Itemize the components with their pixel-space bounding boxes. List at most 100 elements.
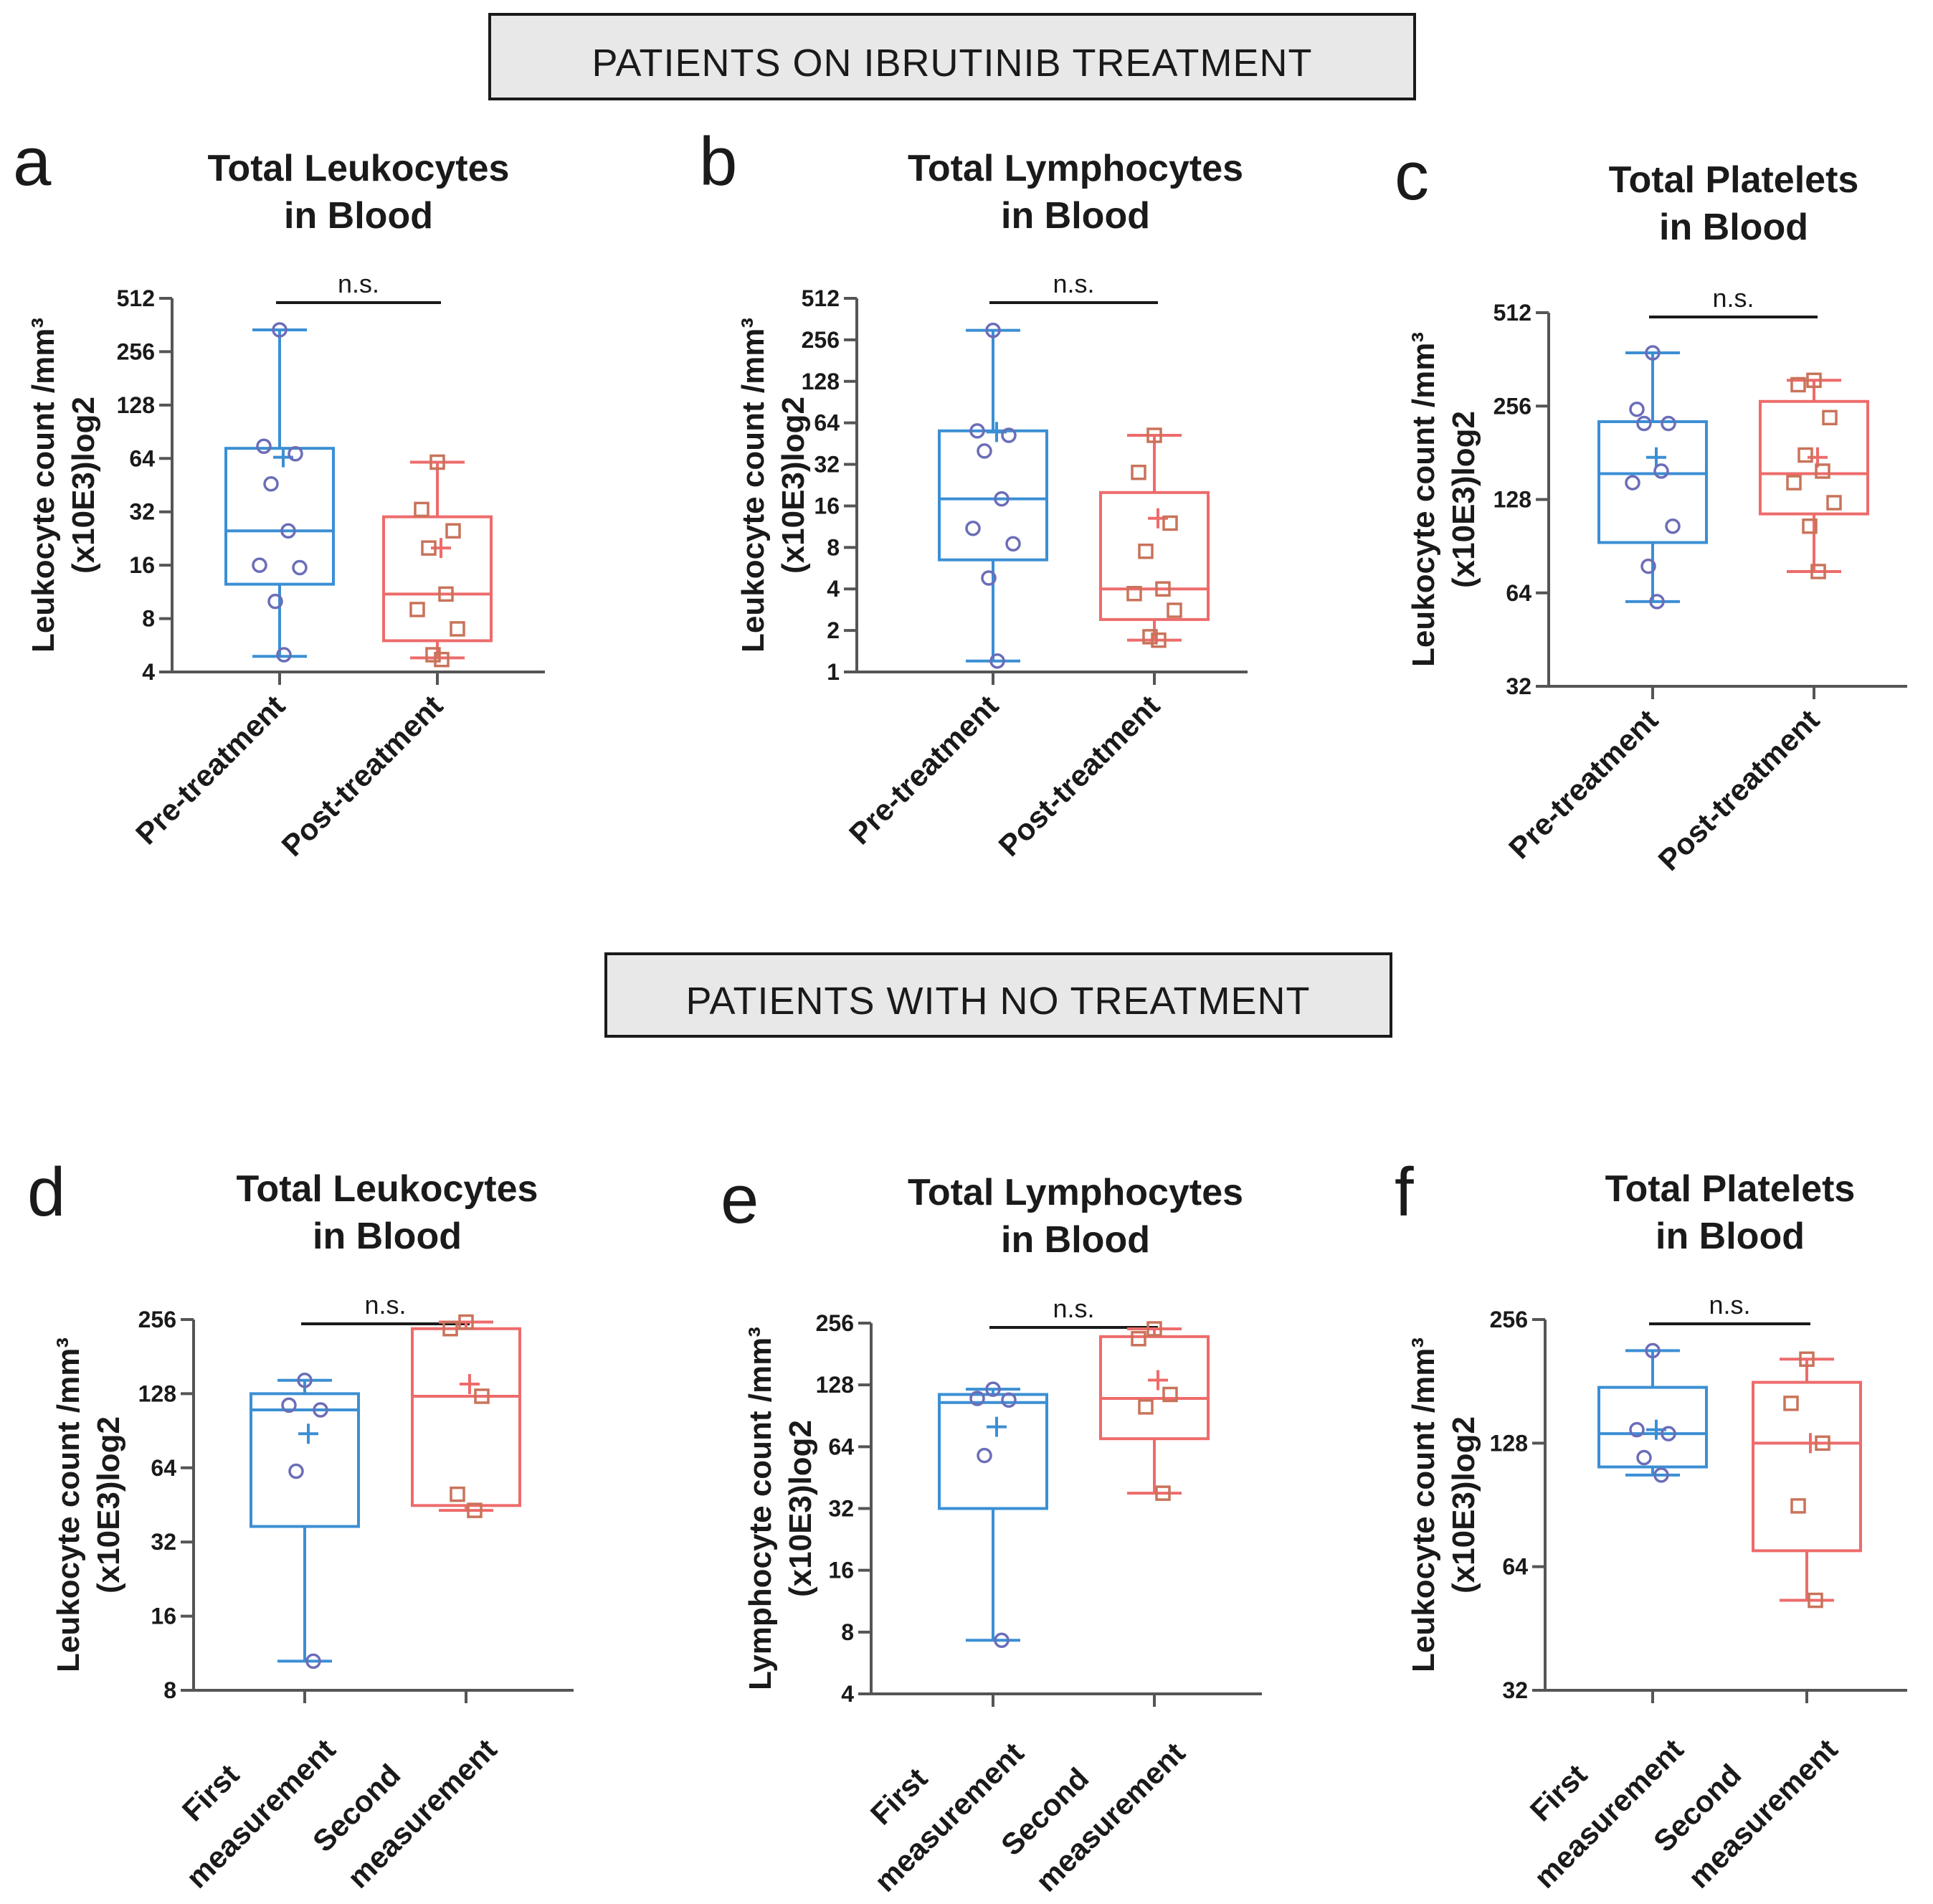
data-point (467, 1502, 483, 1518)
data-point (434, 651, 450, 668)
x-category-label-line: Pre-treatment (1502, 703, 1664, 865)
box-iqr (1099, 1335, 1210, 1441)
panel-c: c Total Platelets in Blood 32 64 128 256 512 Leu… (1395, 138, 1907, 877)
data-point (1126, 585, 1142, 602)
y-axis-title-line: Leukocyte count /mm³ (736, 318, 771, 653)
y-axis-title-line: (x10E3)log2 (66, 397, 101, 574)
panel-title-line: in Blood (1659, 207, 1808, 248)
box-group1 (938, 322, 1048, 669)
y-axis-title: Lymphocyte count /mm³ (x10E3)log2 (743, 1327, 818, 1690)
box-group1 (938, 1381, 1048, 1648)
banner-box (488, 13, 1416, 100)
panel-letter: e (721, 1161, 759, 1238)
box-iqr (1752, 1380, 1862, 1553)
y-axis-title-line: (x10E3)log2 (91, 1416, 126, 1593)
data-point (994, 1632, 1010, 1648)
y-tick-label: 16 (828, 1558, 854, 1583)
y-tick-label: 32 (129, 499, 155, 525)
y-tick-label: 128 (802, 369, 840, 394)
data-point (1162, 515, 1178, 531)
panel-title-line: in Blood (1001, 195, 1150, 237)
data-point (1146, 427, 1162, 443)
data-point (267, 593, 283, 610)
data-point (1636, 415, 1652, 432)
y-tick-label: 128 (1493, 487, 1531, 513)
x-category-label-line: Pre-treatment (129, 688, 291, 851)
data-point (1802, 518, 1818, 534)
y-axis-title-line: Leukocyte count /mm³ (1406, 1337, 1441, 1672)
data-point (1155, 1485, 1171, 1501)
y-tick-label: 64 (129, 445, 155, 471)
x-category-label: Secondmeasurement (1646, 1697, 1844, 1895)
y-tick-label: 16 (151, 1604, 176, 1629)
data-point (989, 653, 1005, 669)
data-point (409, 602, 425, 617)
data-point (1146, 1321, 1162, 1337)
box-iqr (250, 1392, 360, 1528)
box-iqr (411, 1327, 521, 1507)
y-axis-title-line: Leukocyte count /mm³ (51, 1337, 86, 1672)
panel-d: d Total Leukocytes in Blood 8 16 32 64 128 256 Le… (27, 1154, 574, 1895)
y-tick-label: 128 (138, 1380, 176, 1406)
y-tick-label: 4 (827, 576, 840, 602)
data-point (1786, 475, 1802, 491)
data-point (1810, 564, 1826, 579)
data-point (276, 647, 292, 663)
y-tick-label: 32 (1506, 673, 1531, 699)
box-iqr (1759, 399, 1869, 516)
data-point (1661, 415, 1676, 432)
x-category-label: Post-treatment (992, 688, 1167, 863)
banner-ibrutinib: PATIENTS ON IBRUTINIB TREATMENT (488, 13, 1416, 100)
y-tick-label: 256 (138, 1307, 176, 1332)
data-point (985, 322, 1001, 338)
x-category-label: Pre-treatment (842, 688, 1005, 851)
data-point (288, 1463, 304, 1479)
y-tick-label: 512 (802, 285, 840, 311)
box-iqr (1597, 1386, 1708, 1469)
y-tick-label: 8 (163, 1677, 176, 1703)
y-tick-label: 128 (1490, 1430, 1528, 1456)
y-tick-label: 128 (117, 392, 155, 418)
data-point (1001, 1392, 1017, 1408)
x-category-label: Post-treatment (275, 688, 450, 863)
data-point (1649, 594, 1665, 610)
banner-title: PATIENTS WITH NO TREATMENT (686, 980, 1311, 1023)
significance-label: n.s. (1053, 269, 1094, 298)
box-group1 (250, 1373, 360, 1669)
y-tick-label: 64 (1502, 1554, 1528, 1580)
panel-title-line: in Blood (313, 1216, 462, 1257)
y-tick-label: 64 (151, 1455, 176, 1481)
data-point (1645, 345, 1661, 361)
y-tick-label: 32 (151, 1529, 176, 1555)
y-axis-title: Leukocyte count /mm³ (x10E3)log2 (1406, 332, 1481, 667)
data-point (1142, 629, 1158, 645)
box-group1 (1597, 345, 1708, 610)
x-category-label: Firstmeasurement (832, 1700, 1030, 1898)
data-point (965, 520, 981, 536)
y-tick-label: 256 (117, 338, 155, 364)
significance-label: n.s. (1053, 1294, 1094, 1323)
data-point (281, 1397, 297, 1413)
panel-letter: f (1395, 1154, 1414, 1231)
data-point (1645, 1342, 1661, 1359)
data-point (292, 559, 308, 576)
data-point (414, 501, 429, 518)
y-tick-label: 8 (827, 534, 840, 560)
box-group2 (411, 1314, 521, 1518)
y-tick-label: 64 (814, 410, 840, 436)
y-tick-label: 8 (142, 606, 155, 632)
y-tick-label: 4 (142, 659, 155, 685)
data-point (1625, 475, 1640, 491)
data-point (1653, 1467, 1669, 1483)
significance-label: n.s. (1712, 283, 1754, 313)
data-point (1826, 495, 1842, 511)
y-tick-label: 512 (117, 285, 155, 311)
y-tick-label: 4 (841, 1681, 854, 1707)
data-point (450, 621, 465, 637)
panel-letter: d (27, 1154, 65, 1231)
data-point (288, 446, 303, 462)
data-point (305, 1653, 321, 1669)
y-tick-label: 16 (814, 493, 840, 518)
data-point (272, 322, 288, 338)
data-point (1808, 1592, 1823, 1609)
